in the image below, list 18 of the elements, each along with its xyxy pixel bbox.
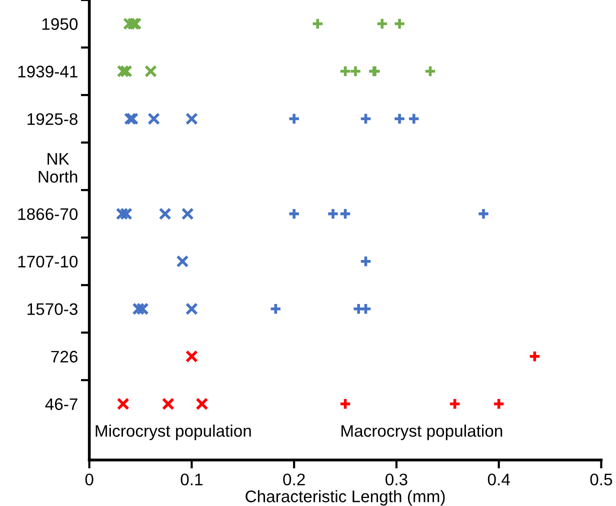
x-tick-label: 0.5	[590, 474, 612, 486]
y-tick-label: 46-7	[45, 398, 78, 410]
y-tick-label: 1950	[42, 18, 78, 30]
y-tick-label: 1866-70	[18, 208, 78, 220]
y-tick-label: 1939-41	[18, 66, 78, 78]
y-tick-label: NK North	[38, 153, 78, 183]
y-tick-label: 726	[51, 350, 78, 363]
x-tick-label: 0.3	[386, 474, 408, 486]
annotation: Microcryst population	[96, 424, 251, 440]
y-tick-label: 1925-8	[28, 113, 78, 125]
x-tick-label: 0	[85, 474, 94, 486]
x-tick-label: 0.1	[180, 474, 202, 486]
y-tick-label: 1707-10	[18, 256, 78, 268]
x-axis-title: Characteristic Length (mm)	[246, 490, 445, 506]
x-tick-label: 0.4	[488, 474, 510, 486]
x-tick-label: 0.2	[283, 474, 305, 486]
y-tick-label: 1570-3	[28, 303, 78, 316]
annotation: Macrocryst population	[342, 424, 502, 440]
